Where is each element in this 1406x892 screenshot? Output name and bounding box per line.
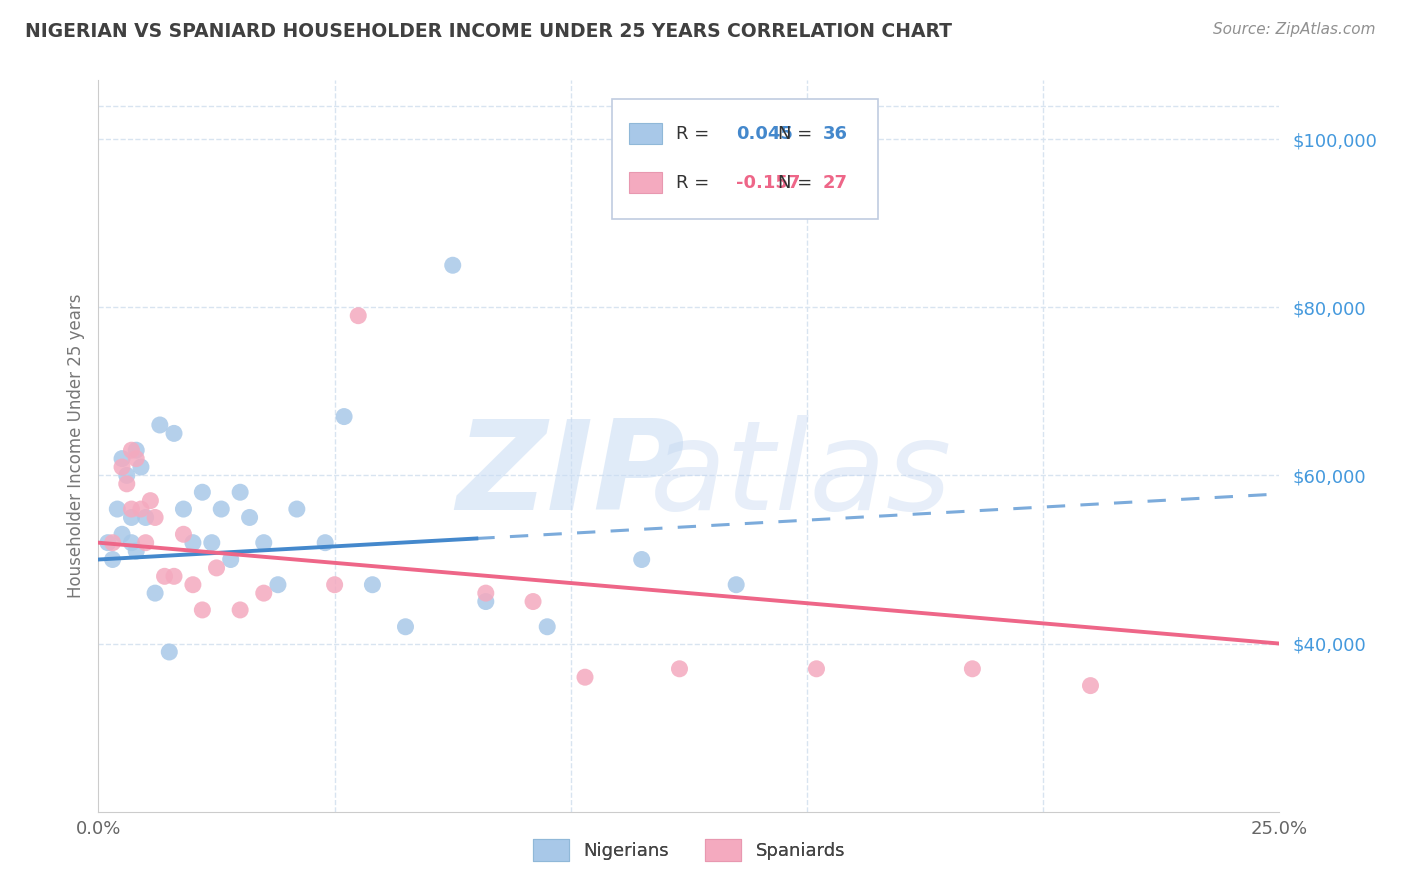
- Point: [181, 535, 204, 549]
- Point: [121, 443, 143, 458]
- Point: [229, 485, 252, 500]
- Point: [394, 620, 416, 634]
- Point: [139, 493, 162, 508]
- FancyBboxPatch shape: [628, 172, 662, 193]
- Point: [121, 510, 143, 524]
- Point: [115, 468, 138, 483]
- Point: [125, 443, 148, 458]
- FancyBboxPatch shape: [628, 123, 662, 144]
- Point: [135, 535, 157, 549]
- Point: [209, 502, 232, 516]
- Point: [219, 552, 242, 566]
- Point: [149, 417, 172, 432]
- Point: [172, 527, 194, 541]
- FancyBboxPatch shape: [612, 99, 877, 219]
- Point: [97, 535, 120, 549]
- Point: [129, 460, 152, 475]
- Point: [129, 502, 152, 516]
- Point: [361, 578, 384, 592]
- Y-axis label: Householder Income Under 25 years: Householder Income Under 25 years: [66, 293, 84, 599]
- Point: [201, 535, 224, 549]
- Text: R =: R =: [676, 125, 709, 143]
- Point: [522, 594, 544, 608]
- Point: [181, 578, 204, 592]
- Point: [111, 460, 134, 475]
- Point: [121, 535, 143, 549]
- Text: NIGERIAN VS SPANIARD HOUSEHOLDER INCOME UNDER 25 YEARS CORRELATION CHART: NIGERIAN VS SPANIARD HOUSEHOLDER INCOME …: [25, 22, 952, 41]
- Point: [668, 662, 690, 676]
- Point: [205, 561, 228, 575]
- Point: [323, 578, 346, 592]
- Point: [229, 603, 252, 617]
- Text: N =: N =: [778, 125, 811, 143]
- Text: ZIP: ZIP: [457, 415, 685, 536]
- Point: [630, 552, 652, 566]
- Point: [1080, 679, 1102, 693]
- Point: [115, 476, 138, 491]
- Point: [143, 586, 166, 600]
- Text: Source: ZipAtlas.com: Source: ZipAtlas.com: [1212, 22, 1375, 37]
- Point: [441, 258, 464, 272]
- Text: atlas: atlas: [650, 415, 952, 536]
- Point: [574, 670, 596, 684]
- Text: 0.045: 0.045: [737, 125, 793, 143]
- Point: [253, 535, 276, 549]
- Point: [536, 620, 558, 634]
- Text: 36: 36: [823, 125, 848, 143]
- Point: [806, 662, 828, 676]
- Point: [239, 510, 262, 524]
- Point: [163, 426, 186, 441]
- Point: [191, 603, 214, 617]
- Point: [143, 510, 166, 524]
- Point: [101, 535, 124, 549]
- Point: [347, 309, 370, 323]
- Text: -0.157: -0.157: [737, 174, 800, 192]
- Point: [267, 578, 290, 592]
- Point: [105, 502, 128, 516]
- Point: [285, 502, 308, 516]
- Point: [157, 645, 180, 659]
- Point: [121, 502, 143, 516]
- Point: [125, 451, 148, 466]
- Point: [725, 578, 748, 592]
- Point: [153, 569, 176, 583]
- Point: [253, 586, 276, 600]
- Text: N =: N =: [778, 174, 811, 192]
- Point: [101, 552, 124, 566]
- Point: [125, 544, 148, 558]
- Point: [111, 527, 134, 541]
- Point: [163, 569, 186, 583]
- Point: [111, 451, 134, 466]
- Point: [475, 586, 498, 600]
- Point: [333, 409, 356, 424]
- Text: R =: R =: [676, 174, 709, 192]
- Point: [135, 510, 157, 524]
- Legend: Nigerians, Spaniards: Nigerians, Spaniards: [526, 832, 852, 869]
- Text: 27: 27: [823, 174, 848, 192]
- Point: [172, 502, 194, 516]
- Point: [475, 594, 498, 608]
- Point: [962, 662, 984, 676]
- Point: [314, 535, 336, 549]
- Point: [191, 485, 214, 500]
